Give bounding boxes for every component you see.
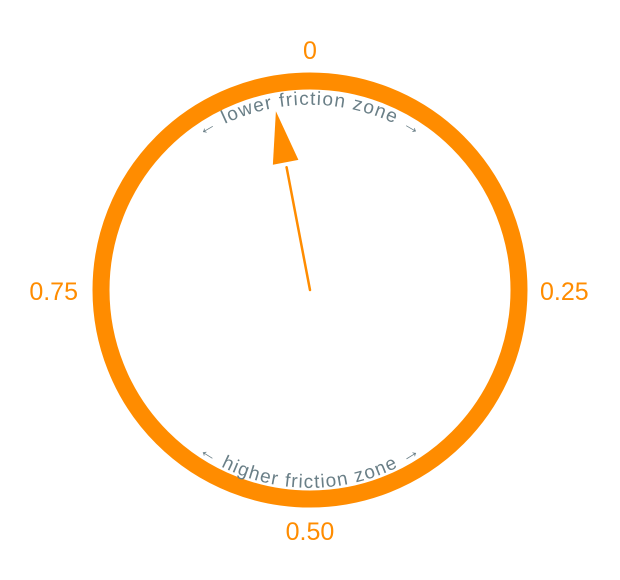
tick-label-0-25: 0.25 — [540, 278, 589, 306]
tick-label-0-50: 0.50 — [286, 518, 335, 546]
tick-label-0-75: 0.75 — [29, 278, 78, 306]
pointer-shaft — [285, 165, 312, 292]
dial-ring — [92, 72, 528, 508]
pointer-arrowhead — [272, 111, 299, 165]
tick-label-0: 0 — [303, 37, 317, 65]
dial-pointer — [272, 111, 312, 292]
